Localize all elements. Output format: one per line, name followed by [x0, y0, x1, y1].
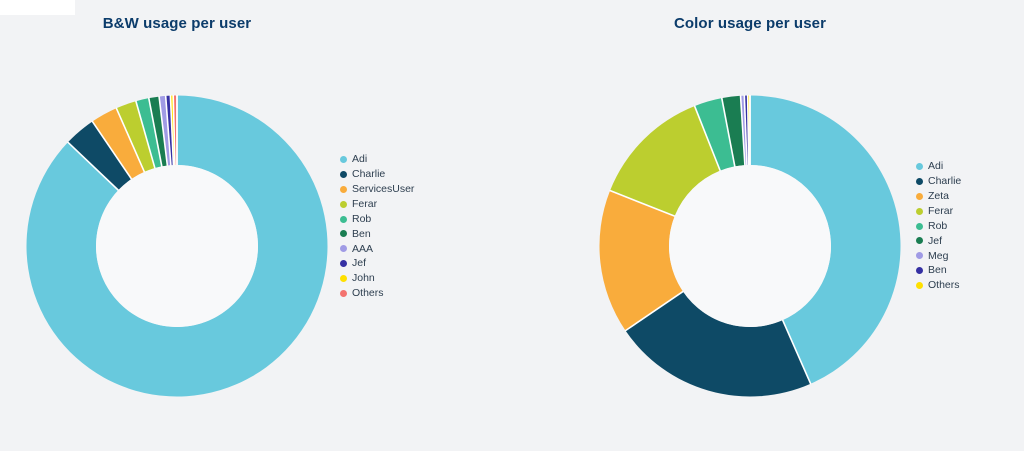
slice-separator [67, 141, 120, 192]
legend-color-dot [340, 289, 347, 297]
legend-label: Adi [352, 153, 368, 166]
slice-separator [739, 95, 746, 167]
donut-slice-aaa[interactable] [159, 95, 171, 166]
slice-separator [91, 120, 133, 181]
legend-item-others: Others [916, 278, 961, 293]
legend-item-ben: Ben [340, 226, 414, 241]
slice-separator [746, 95, 750, 167]
legend-item-charlie: Charlie [916, 174, 961, 189]
legend-color-dot [340, 215, 347, 223]
legend-color-dot [340, 230, 347, 238]
legend-label: ServicesUser [352, 182, 415, 195]
slice-separator [135, 100, 156, 170]
color-chart-title: Color usage per user [673, 15, 827, 32]
legend-color-dot [916, 177, 923, 185]
legend-color-dot [340, 185, 347, 193]
donut-slice-jef[interactable] [721, 95, 745, 167]
legend-label: Adi [928, 160, 944, 173]
donut-slice-ben[interactable] [148, 96, 168, 167]
legend-label: Zeta [928, 189, 950, 202]
legend-label: Charlie [352, 168, 386, 181]
slice-separator [164, 95, 172, 167]
slice-separator [172, 95, 176, 167]
legend-color-dot [340, 245, 347, 253]
legend-item-charlie: Charlie [340, 167, 414, 182]
donut-slice-adi[interactable] [750, 95, 901, 384]
legend-label: Rob [352, 212, 372, 225]
slice-separator [743, 95, 748, 167]
legend-label: Others [928, 279, 960, 292]
legend-item-rob: Rob [916, 219, 961, 234]
legend-item-ben: Ben [916, 263, 961, 278]
donut-slice-servicesuser[interactable] [92, 108, 145, 180]
legend-color-dot [340, 275, 347, 283]
slice-separator [693, 105, 722, 172]
legend-label: Ferar [928, 204, 954, 217]
legend-color-dot [340, 260, 347, 268]
slice-separator [781, 318, 812, 385]
legend-item-meg: Meg [916, 248, 961, 263]
legend-item-john: John [340, 271, 414, 286]
legend-item-rob: Rob [340, 212, 414, 227]
legend-label: Charlie [928, 175, 962, 188]
color-chart-legend: Adi Charlie Zeta Ferar Rob Jef Meg Ben Others [916, 159, 961, 293]
topleft-white-strip [0, 0, 75, 15]
legend-label: Ben [928, 264, 947, 277]
legend-label: Rob [928, 219, 948, 232]
donut-slice-adi[interactable] [26, 95, 328, 397]
legend-item-adi: Adi [916, 159, 961, 174]
bw-usage-donut-chart [26, 95, 328, 397]
slice-separator [720, 97, 736, 168]
legend-item-ferar: Ferar [916, 204, 961, 219]
color-usage-donut-chart [599, 95, 901, 397]
legend-color-dot [340, 155, 347, 163]
slice-separator [169, 95, 175, 167]
slice-separator [147, 97, 163, 168]
legend-item-others: Others [340, 286, 414, 301]
slice-separator [624, 290, 685, 332]
bw-chart-legend: Adi Charlie ServicesUser Ferar Rob Ben AAA Jef J… [340, 152, 414, 301]
legend-label: AAA [352, 242, 374, 255]
legend-color-dot [916, 282, 923, 290]
legend-color-dot [916, 252, 923, 260]
donut-slice-charlie[interactable] [67, 121, 132, 191]
slice-separator [115, 107, 146, 174]
legend-item-aaa: AAA [340, 241, 414, 256]
donut-slice-ferar[interactable] [610, 106, 721, 217]
donut-hole [96, 165, 258, 327]
donut-hole [669, 165, 831, 327]
legend-color-dot [916, 222, 923, 230]
legend-label: Meg [928, 249, 949, 262]
donut-slice-charlie[interactable] [625, 291, 811, 397]
donut-slice-rob[interactable] [135, 98, 162, 169]
legend-color-dot [916, 267, 923, 275]
legend-color-dot [916, 207, 923, 215]
donut-slice-zeta[interactable] [599, 190, 684, 331]
legend-label: Jef [928, 234, 943, 247]
slice-separator [609, 189, 676, 218]
legend-item-zeta: Zeta [916, 189, 961, 204]
legend-item-servicesuser: ServicesUser [340, 182, 414, 197]
donut-slice-ferar[interactable] [116, 101, 155, 172]
legend-item-adi: Adi [340, 152, 414, 167]
legend-color-dot [340, 200, 347, 208]
legend-item-jef: Jef [340, 256, 414, 271]
legend-item-jef: Jef [916, 233, 961, 248]
legend-color-dot [916, 162, 923, 170]
legend-label: Ferar [352, 197, 378, 210]
bw-chart-title: B&W usage per user [102, 15, 252, 32]
legend-label: Others [352, 287, 384, 300]
legend-item-ferar: Ferar [340, 197, 414, 212]
legend-color-dot [916, 237, 923, 245]
legend-label: Jef [352, 257, 367, 270]
legend-label: Ben [352, 227, 371, 240]
slice-separator [158, 95, 169, 167]
legend-color-dot [916, 192, 923, 200]
legend-color-dot [340, 170, 347, 178]
legend-label: John [352, 272, 375, 285]
